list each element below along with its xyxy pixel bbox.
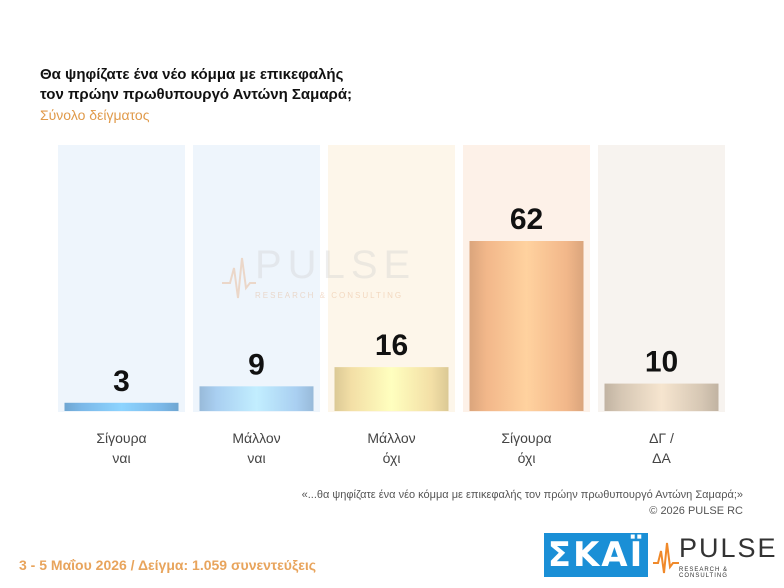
bar-panel xyxy=(598,145,725,412)
pulse-wave-icon xyxy=(222,257,256,299)
bar-panel xyxy=(58,145,185,412)
watermark-tagline: RESEARCH & CONSULTING xyxy=(255,291,404,300)
survey-dateline: 3 - 5 Μαΐου 2026 / Δείγμα: 1.059 συνεντε… xyxy=(19,557,317,573)
footnote: «...θα ψηφίζατε ένα νέο κόμμα με επικεφα… xyxy=(216,487,743,519)
value-label: 10 xyxy=(645,346,678,379)
category-label: Μάλλον xyxy=(232,430,280,446)
chart-title-line1: Θα ψηφίζατε ένα νέο κόμμα με επικεφαλής xyxy=(40,66,344,83)
category-label: ΔΓ / xyxy=(649,430,674,446)
footnote-question: «...θα ψηφίζατε ένα νέο κόμμα με επικεφα… xyxy=(301,489,743,501)
skai-logo: ΣΚΑΪ xyxy=(544,533,648,577)
bar-4 xyxy=(469,241,584,411)
value-label: 62 xyxy=(510,203,543,236)
chart-subtitle: Σύνολο δείγματος xyxy=(40,107,150,123)
footnote-copyright: © 2026 PULSE RC xyxy=(649,505,743,517)
category-label: ναι xyxy=(112,450,130,466)
bar-1 xyxy=(64,402,179,411)
value-label: 3 xyxy=(113,365,130,398)
category-label: ΔΑ xyxy=(652,450,671,466)
value-label: 9 xyxy=(248,348,265,381)
category-label: όχι xyxy=(518,450,536,466)
category-label: Σίγουρα xyxy=(501,430,551,446)
bar-3 xyxy=(334,367,449,411)
category-label: Σίγουρα xyxy=(96,430,146,446)
category-label: Μάλλον xyxy=(367,430,415,446)
pulse-logo: PULSE RESEARCH & CONSULTING xyxy=(653,533,778,579)
value-label: 16 xyxy=(375,329,408,362)
watermark-brand: PULSE xyxy=(255,243,417,287)
pulse-logo-text: PULSE xyxy=(679,533,778,563)
category-label: ναι xyxy=(247,450,265,466)
category-label: όχι xyxy=(383,450,401,466)
bar-panel xyxy=(193,145,320,412)
chart-title-line2: τον πρώην πρωθυπουργό Αντώνη Σαμαρά; xyxy=(40,86,353,103)
pulse-wave-icon xyxy=(653,542,679,574)
bar-5 xyxy=(604,383,719,411)
bar-2 xyxy=(199,386,314,411)
pulse-logo-tagline: RESEARCH & CONSULTING xyxy=(679,567,729,579)
chart-title: Θα ψηφίζατε ένα νέο κόμμα με επικεφαλής … xyxy=(40,65,460,105)
pulse-watermark: PULSE RESEARCH & CONSULTING xyxy=(222,243,410,305)
